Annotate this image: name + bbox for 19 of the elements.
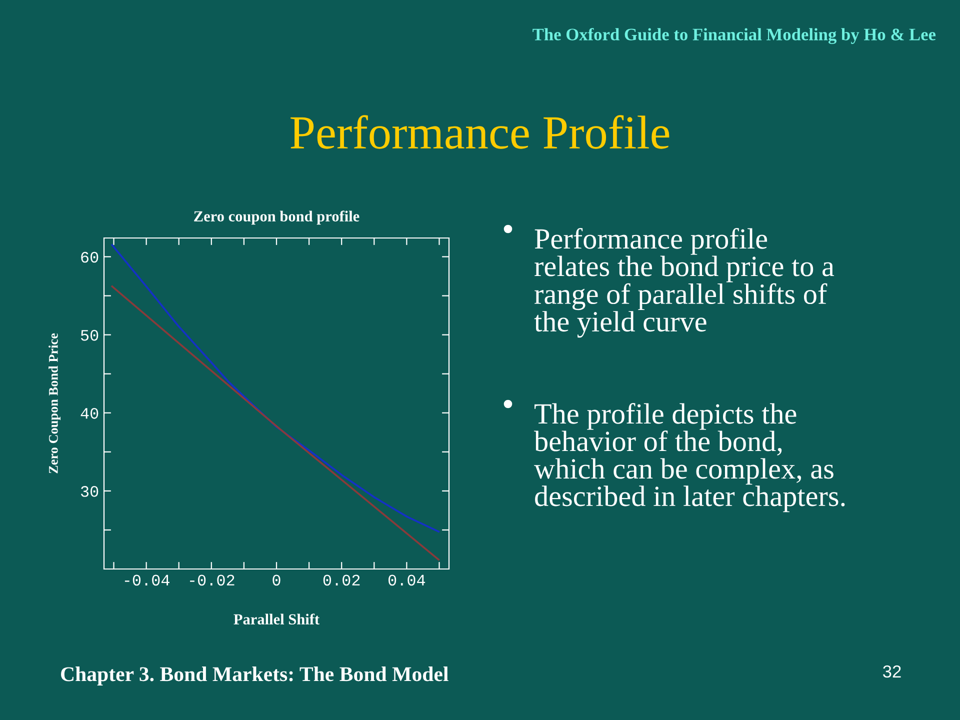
y-tick-label: 50 xyxy=(80,330,98,341)
y-axis-title: Zero Coupon Bond Price xyxy=(48,333,61,474)
text: 32 xyxy=(883,665,901,678)
y-tick-label: 40 xyxy=(80,408,98,419)
y-tick-label: 60 xyxy=(81,252,98,263)
chart-title: Zero coupon bond profile xyxy=(194,210,360,225)
text: The profile depicts the behavior of the bond, which can be complex, as described in later chapters. xyxy=(534,403,845,512)
text: Performance Profile xyxy=(290,115,670,149)
text: Performance profile relates the bond price to a range of parallel shifts of the yield curve xyxy=(534,228,834,338)
line-series xyxy=(111,244,440,532)
x-tick-label: -0.04 xyxy=(124,574,170,586)
text: The Oxford Guide to Financial Modeling by Ho & Lee xyxy=(532,28,936,44)
x-tick-label: 0 xyxy=(272,574,280,586)
x-axis-title: Parallel Shift xyxy=(234,614,320,624)
y-tick-label: 30 xyxy=(80,486,98,497)
text: Chapter 3. Bond Markets: The Bond Model xyxy=(61,666,448,686)
x-tick-label: 0.04 xyxy=(388,574,426,586)
x-tick-label: -0.02 xyxy=(190,574,234,586)
x-tick-label: 0.02 xyxy=(323,574,360,586)
